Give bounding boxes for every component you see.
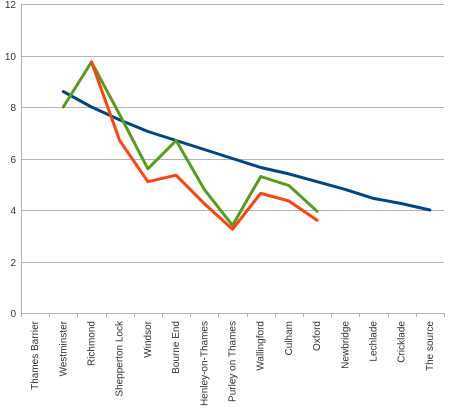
y-tick-label: 12 bbox=[5, 0, 17, 11]
y-tick-labels: 0 2 4 6 8 10 12 bbox=[5, 0, 17, 320]
y-tick-label: 8 bbox=[10, 103, 16, 114]
x-tick-label: The source bbox=[425, 321, 436, 371]
axes bbox=[21, 4, 445, 317]
series-line-3 bbox=[90, 60, 319, 231]
x-tick-label: Purley on Thames bbox=[228, 321, 239, 402]
x-tick-label: Culham bbox=[284, 321, 295, 355]
series-lines bbox=[61, 60, 432, 231]
x-tick-labels: Thames Barrier Westminster Richmond Shepper… bbox=[30, 320, 436, 406]
x-tick-label: Westminster bbox=[58, 320, 69, 376]
y-tick-label: 6 bbox=[10, 155, 16, 166]
y-tick-label: 4 bbox=[10, 206, 16, 217]
x-tick-label: Shepperton Lock bbox=[115, 320, 126, 397]
series-line-2 bbox=[61, 60, 319, 227]
x-tick-label: Richmond bbox=[87, 321, 98, 366]
x-tick-label: Windsor bbox=[143, 320, 154, 357]
x-tick-label: Thames Barrier bbox=[30, 320, 41, 390]
x-tick-label: Lechlade bbox=[369, 321, 380, 362]
x-tick-label: Oxford bbox=[312, 321, 323, 351]
x-tick-label: Henley-on-Thames bbox=[199, 321, 210, 406]
x-tick-label: Newbridge bbox=[340, 321, 351, 369]
x-tick-label: Bourne End bbox=[171, 321, 182, 374]
y-tick-label: 10 bbox=[5, 52, 17, 63]
x-tick-label: Cricklade bbox=[397, 321, 408, 363]
y-tick-label: 0 bbox=[10, 309, 16, 320]
x-tick-label: Wallingford bbox=[256, 321, 267, 371]
y-tick-label: 2 bbox=[10, 258, 16, 269]
